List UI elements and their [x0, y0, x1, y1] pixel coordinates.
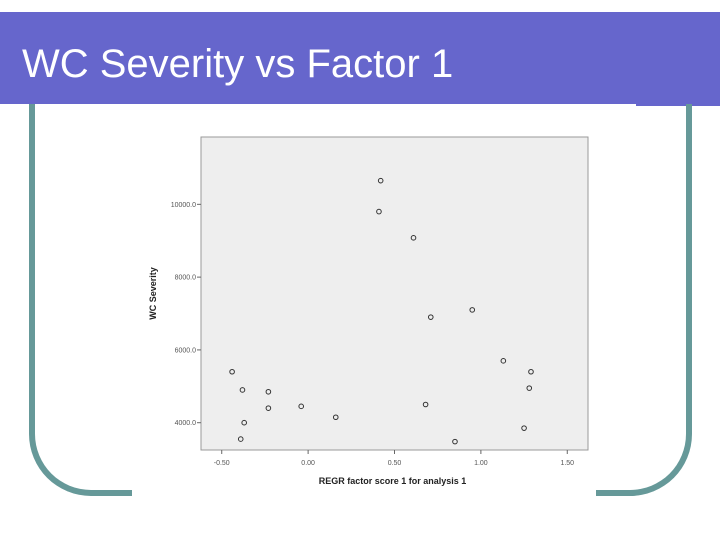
data-points: [229, 177, 534, 445]
data-point: [332, 414, 339, 421]
data-point: [427, 314, 434, 320]
title-bar: WC Severity vs Factor 1: [0, 12, 720, 108]
x-tick-label: 1.50: [560, 460, 574, 467]
slide-frame-gap: [132, 484, 596, 498]
data-point: [237, 436, 244, 442]
x-axis: -0.50 0.00 0.50 1.00 1.50: [214, 450, 574, 467]
plot-area: [200, 136, 589, 451]
data-point: [521, 425, 527, 431]
data-point: [241, 419, 247, 426]
slide-title: WC Severity vs Factor 1: [22, 42, 454, 86]
y-axis: 4000.0 6000.0 8000.0 10000.0: [171, 202, 201, 427]
x-tick-label: 1.00: [474, 460, 488, 467]
y-tick-label: 4000.0: [175, 420, 197, 427]
data-point: [298, 403, 305, 410]
data-point: [500, 358, 507, 364]
data-point: [376, 208, 382, 215]
data-point: [265, 388, 272, 395]
y-tick-label: 8000.0: [175, 275, 197, 282]
y-tick-label: 6000.0: [175, 347, 197, 354]
data-point: [526, 385, 533, 391]
data-point: [229, 368, 235, 375]
data-point: [422, 401, 429, 408]
data-point: [239, 387, 246, 393]
x-tick-label: 0.50: [388, 460, 402, 467]
data-point: [528, 368, 534, 375]
data-point: [469, 307, 476, 313]
x-axis-label: REGR factor score 1 for analysis 1: [319, 476, 467, 486]
data-point: [452, 438, 458, 445]
data-point: [377, 177, 384, 184]
title-underline: [0, 104, 636, 108]
x-tick-label: 0.00: [301, 460, 315, 467]
data-point: [410, 235, 417, 241]
x-tick-label: -0.50: [214, 460, 230, 467]
y-axis-label: WC Severity: [148, 267, 158, 320]
y-tick-label: 10000.0: [171, 202, 196, 209]
data-point: [265, 405, 272, 411]
